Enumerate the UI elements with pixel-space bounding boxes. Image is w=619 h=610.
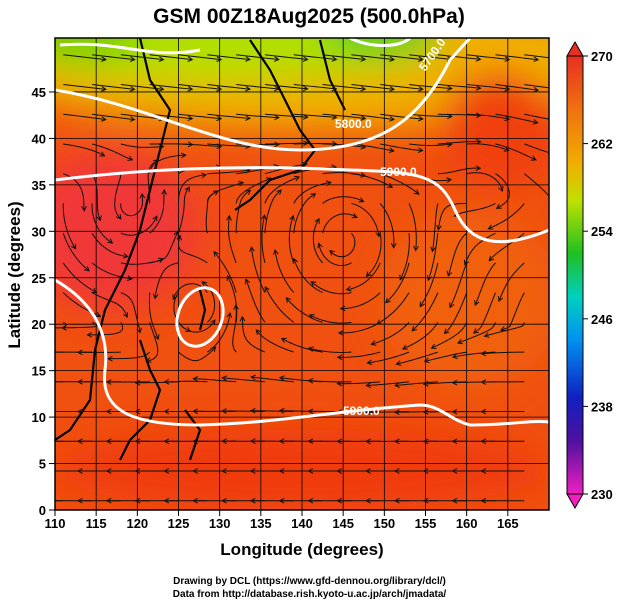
x-tick-label: 165 — [497, 516, 519, 531]
x-tick-label: 125 — [168, 516, 190, 531]
x-tick-label: 160 — [456, 516, 478, 531]
x-tick-label: 135 — [250, 516, 272, 531]
credit-drawing: Drawing by DCL (https://www.gfd-dennou.o… — [0, 576, 619, 587]
colorbar-tick-label: 262 — [591, 137, 613, 152]
credit-data: Data from http://database.rish.kyoto-u.a… — [0, 589, 619, 600]
x-tick-label: 145 — [332, 516, 354, 531]
y-tick-label: 5 — [39, 457, 46, 472]
y-tick-label: 15 — [32, 364, 46, 379]
streamline-arrowhead — [49, 439, 53, 444]
contour-label-5900-south: 5900.0 — [343, 404, 380, 418]
colorbar-tick-label: 254 — [591, 224, 613, 239]
colorbar: 270 262 254 246 238 230 — [567, 42, 613, 508]
streamline-arrowhead — [20, 469, 24, 474]
streamline-arrowhead — [562, 57, 567, 62]
colorbar-tick-label: 270 — [591, 49, 613, 64]
streamline-arrowhead — [562, 119, 567, 124]
colorbar-tick-label: 246 — [591, 312, 613, 327]
streamline-arrowhead — [20, 439, 24, 444]
streamline-arrowhead — [49, 498, 53, 503]
x-tick-label: 115 — [86, 516, 107, 531]
contour-label-5800: 5800.0 — [335, 117, 372, 131]
streamline-arrowhead — [20, 350, 24, 355]
y-tick-label: 30 — [32, 224, 46, 239]
plot-area: 5700.0 5800.0 5900.0 5900.0 — [0, 0, 619, 510]
colorbar-tick-label: 230 — [591, 487, 613, 502]
y-tick-label: 35 — [32, 178, 46, 193]
y-tick-label: 10 — [32, 410, 46, 425]
streamline-arrowhead — [49, 350, 53, 355]
streamline-arrowhead — [49, 469, 53, 474]
streamline-arrowhead — [49, 379, 53, 384]
colorbar-max-arrow — [567, 42, 583, 56]
x-tick-label: 110 — [45, 516, 66, 531]
streamline-arrowhead — [20, 498, 24, 503]
y-tick-label: 25 — [32, 271, 46, 286]
y-axis-label: Latitude (degrees) — [5, 201, 24, 348]
colorbar-tick-label: 238 — [591, 399, 613, 414]
x-axis-ticks: 110 115 120 125 130 135 140 145 150 155 160 165 — [45, 510, 519, 531]
contour-label-5900-north: 5900.0 — [380, 165, 417, 179]
streamline-arrowhead — [562, 87, 567, 92]
streamline-arrowhead — [20, 409, 24, 414]
streamline-arrowhead — [20, 379, 24, 384]
y-tick-label: 20 — [32, 317, 46, 332]
x-tick-label: 140 — [291, 516, 313, 531]
x-tick-label: 130 — [209, 516, 231, 531]
y-tick-label: 40 — [32, 131, 46, 146]
chart-title: GSM 00Z18Aug2025 (500.0hPa) — [153, 5, 465, 28]
streamline-arrowhead — [49, 409, 53, 414]
x-axis-label: Longitude (degrees) — [220, 540, 383, 559]
x-tick-label: 150 — [373, 516, 395, 531]
y-axis-ticks: 0 5 10 15 20 25 30 35 40 45 — [32, 85, 55, 518]
y-tick-label: 45 — [32, 85, 46, 100]
colorbar-scale — [567, 56, 583, 494]
colorbar-min-arrow — [567, 494, 583, 508]
x-tick-label: 155 — [415, 516, 437, 531]
y-tick-label: 0 — [39, 503, 46, 518]
x-tick-label: 120 — [126, 516, 148, 531]
streamline-arrowhead — [561, 154, 566, 159]
